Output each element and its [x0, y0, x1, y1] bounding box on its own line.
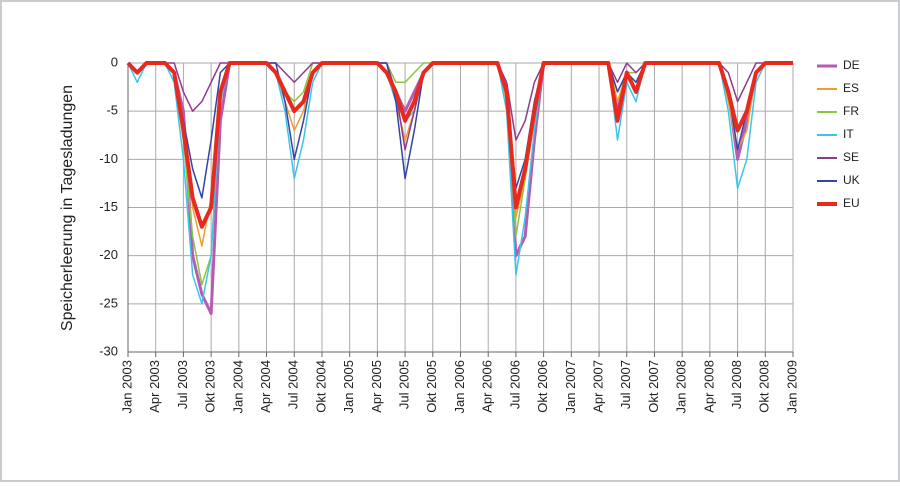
legend-label: SE: [843, 150, 859, 164]
legend-label: EU: [843, 196, 860, 210]
x-tick-label: Jul 2004: [286, 360, 301, 409]
series-line: [126, 61, 793, 229]
x-tick-label: Jan 2007: [563, 360, 578, 414]
legend-label: FR: [843, 104, 859, 118]
y-tick-label: -25: [99, 295, 118, 310]
x-tick-label: Jul 2006: [507, 360, 522, 409]
x-tick-label: Apr 2007: [590, 360, 605, 413]
x-tick-label: Jul 2003: [175, 360, 190, 409]
x-tick-label: Apr 2003: [147, 360, 162, 413]
x-tick-label: Apr 2008: [701, 360, 716, 413]
legend-label: IT: [843, 127, 854, 141]
x-tick-label: Okt 2005: [424, 360, 439, 413]
legend-label: ES: [843, 81, 859, 95]
y-tick-label: -10: [99, 151, 118, 166]
x-tick-label: Jan 2005: [341, 360, 356, 414]
y-tick-label: -30: [99, 343, 118, 358]
x-tick-label: Jan 2003: [119, 360, 134, 414]
legend-label: DE: [843, 58, 860, 72]
x-tick-label: Apr 2005: [369, 360, 384, 413]
x-tick-label: Okt 2004: [313, 360, 328, 413]
x-tick-label: Jul 2008: [729, 360, 744, 409]
x-tick-label: Jul 2007: [618, 360, 633, 409]
x-tick-label: Okt 2003: [203, 360, 218, 413]
y-axis-label: Speicherleerung in Tagesladungen: [59, 85, 76, 331]
x-tick-label: Apr 2004: [258, 360, 273, 413]
x-tick-label: Jan 2006: [452, 360, 467, 414]
x-tick-label: Apr 2006: [480, 360, 495, 413]
x-tick-label: Jul 2005: [397, 360, 412, 409]
x-tick-label: Jan 2004: [230, 360, 245, 414]
y-tick-label: -15: [99, 199, 118, 214]
y-tick-label: -5: [106, 103, 118, 118]
x-tick-label: Jan 2009: [784, 360, 799, 414]
legend-label: UK: [843, 173, 860, 187]
x-tick-label: Okt 2007: [646, 360, 661, 413]
x-tick-label: Okt 2006: [535, 360, 550, 413]
x-tick-label: Jan 2008: [674, 360, 689, 414]
x-tick-label: Okt 2008: [757, 360, 772, 413]
y-tick-label: -20: [99, 247, 118, 262]
y-tick-label: 0: [111, 54, 118, 69]
